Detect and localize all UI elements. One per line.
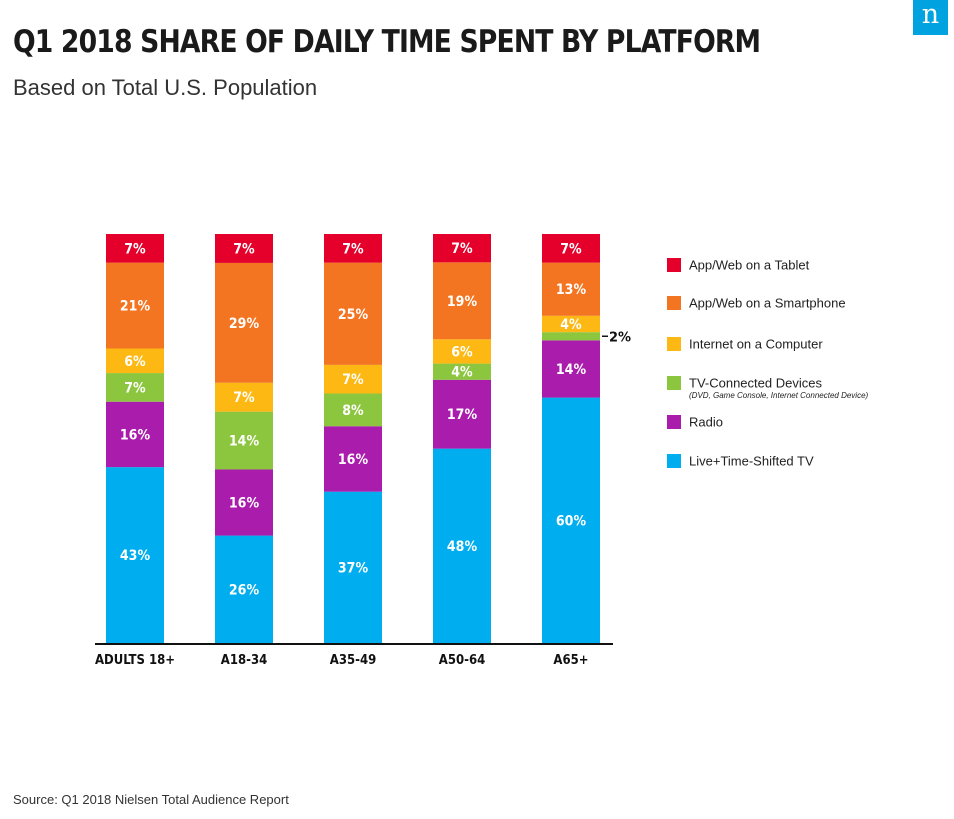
bar-segment-a65-app-web-on-a-smartphone (542, 262, 600, 316)
data-label-a18-34-tv-connected-devices: 14% (229, 434, 260, 450)
bar-segment-adults-18-internet-on-a-computer (106, 348, 164, 374)
x-tick-a18-34: A18-34 (221, 653, 267, 668)
data-label-a35-49-app-web-on-a-smartphone: 25% (338, 307, 369, 323)
bar-segment-adults-18-app-web-on-a-smartphone (106, 262, 164, 349)
data-label-adults-18-tv-connected-devices: 7% (124, 380, 146, 396)
bar-segment-a35-49-app-web-on-a-smartphone (324, 262, 382, 365)
data-label-a18-34-app-web-on-a-tablet: 7% (233, 241, 255, 257)
data-label-a50-64-app-web-on-a-tablet: 7% (451, 241, 473, 257)
data-label-a65-app-web-on-a-smartphone: 13% (556, 282, 587, 298)
data-label-a35-49-tv-connected-devices: 8% (342, 403, 364, 419)
legend-label-tv-connected-devices: TV-Connected Devices (689, 376, 822, 391)
data-label-adults-18-live-time-shifted-tv: 43% (120, 548, 151, 564)
annotation-label-a65-tv-connected-devices: 2% (609, 330, 631, 345)
bars-group: 43% 16% 7% 6% 21% 7% 26% 16% 14% 7% 29% 7% 37% 16% 8% 7… (106, 234, 600, 643)
bar-segment-a65-tv-connected-devices (542, 332, 600, 341)
data-label-a65-radio: 14% (556, 362, 587, 378)
data-label-adults-18-app-web-on-a-tablet: 7% (124, 241, 146, 257)
annotations: 2% (602, 330, 631, 345)
data-label-a50-64-internet-on-a-computer: 6% (451, 344, 473, 360)
bar-segment-a50-64-tv-connected-devices (433, 363, 491, 380)
bar-segment-a18-34-live-time-shifted-tv (215, 535, 273, 643)
bar-segment-a35-49-app-web-on-a-tablet (324, 234, 382, 263)
data-label-a35-49-app-web-on-a-tablet: 7% (342, 241, 364, 257)
legend-swatch-radio (667, 415, 681, 429)
data-label-adults-18-radio: 16% (120, 427, 151, 443)
bar-segment-a18-34-app-web-on-a-tablet (215, 234, 273, 263)
nielsen-logo: n (913, 0, 948, 35)
legend-label-app-web-on-a-tablet: App/Web on a Tablet (689, 258, 810, 273)
bar-segment-a50-64-internet-on-a-computer (433, 339, 491, 364)
legend: App/Web on a Tablet App/Web on a Smartpho… (667, 258, 869, 469)
page-subtitle: Based on Total U.S. Population (13, 75, 318, 100)
bar-segment-a18-34-radio (215, 469, 273, 536)
data-label-a35-49-radio: 16% (338, 452, 369, 468)
data-label-a35-49-internet-on-a-computer: 7% (342, 372, 364, 388)
data-label-a18-34-radio: 16% (229, 496, 260, 512)
data-label-a50-64-live-time-shifted-tv: 48% (447, 539, 478, 555)
bar-segment-a50-64-app-web-on-a-smartphone (433, 262, 491, 340)
bar-segment-a65-radio (542, 340, 600, 398)
bar-segment-a35-49-radio (324, 426, 382, 492)
data-label-a65-internet-on-a-computer: 4% (560, 317, 582, 333)
legend-label-internet-on-a-computer: Internet on a Computer (689, 337, 823, 352)
data-label-adults-18-internet-on-a-computer: 6% (124, 354, 146, 370)
data-label-a50-64-tv-connected-devices: 4% (451, 365, 473, 381)
legend-note-tv-connected-devices: (DVD, Game Console, Internet Connected D… (689, 391, 869, 400)
bar-segment-adults-18-tv-connected-devices (106, 373, 164, 402)
legend-swatch-live-time-shifted-tv (667, 454, 681, 468)
bar-segment-adults-18-live-time-shifted-tv (106, 467, 164, 643)
bar-segment-adults-18-app-web-on-a-tablet (106, 234, 164, 263)
data-label-a50-64-app-web-on-a-smartphone: 19% (447, 294, 478, 310)
bar-segment-a35-49-internet-on-a-computer (324, 364, 382, 394)
bar-segment-a50-64-radio (433, 379, 491, 449)
data-label-a18-34-live-time-shifted-tv: 26% (229, 582, 260, 598)
legend-label-live-time-shifted-tv: Live+Time-Shifted TV (689, 454, 814, 469)
legend-swatch-tv-connected-devices (667, 376, 681, 390)
legend-swatch-app-web-on-a-smartphone (667, 296, 681, 310)
bar-segment-adults-18-radio (106, 401, 164, 468)
x-axis-ticks: ADULTS 18+ A18-34 A35-49 A50-64 A65+ (95, 653, 589, 668)
bar-segment-a65-app-web-on-a-tablet (542, 234, 600, 263)
bar-segment-a35-49-tv-connected-devices (324, 393, 382, 427)
bar-segment-a18-34-app-web-on-a-smartphone (215, 262, 273, 383)
page-title: Q1 2018 SHARE OF DAILY TIME SPENT BY PLA… (13, 24, 761, 60)
x-tick-a35-49: A35-49 (330, 653, 376, 668)
legend-label-app-web-on-a-smartphone: App/Web on a Smartphone (689, 296, 846, 311)
data-label-a65-app-web-on-a-tablet: 7% (560, 241, 582, 257)
data-label-a65-live-time-shifted-tv: 60% (556, 513, 587, 529)
data-label-a50-64-radio: 17% (447, 407, 478, 423)
bar-segment-a65-internet-on-a-computer (542, 315, 600, 333)
data-label-a18-34-internet-on-a-computer: 7% (233, 390, 255, 406)
data-label-adults-18-app-web-on-a-smartphone: 21% (120, 299, 151, 315)
legend-swatch-internet-on-a-computer (667, 337, 681, 351)
data-label-a35-49-live-time-shifted-tv: 37% (338, 560, 369, 576)
legend-swatch-app-web-on-a-tablet (667, 258, 681, 272)
x-tick-adults-18: ADULTS 18+ (95, 653, 175, 668)
bar-segment-a50-64-app-web-on-a-tablet (433, 234, 491, 263)
x-tick-a65: A65+ (553, 653, 588, 668)
bar-segment-a65-live-time-shifted-tv (542, 397, 600, 643)
x-tick-a50-64: A50-64 (439, 653, 485, 668)
bar-segment-a35-49-live-time-shifted-tv (324, 491, 382, 643)
bar-segment-a50-64-live-time-shifted-tv (433, 448, 491, 643)
bar-segment-a18-34-internet-on-a-computer (215, 382, 273, 412)
bar-segment-a18-34-tv-connected-devices (215, 411, 273, 470)
legend-label-radio: Radio (689, 415, 723, 430)
source-note: Source: Q1 2018 Nielsen Total Audience R… (13, 792, 289, 807)
data-label-a18-34-app-web-on-a-smartphone: 29% (229, 316, 260, 332)
